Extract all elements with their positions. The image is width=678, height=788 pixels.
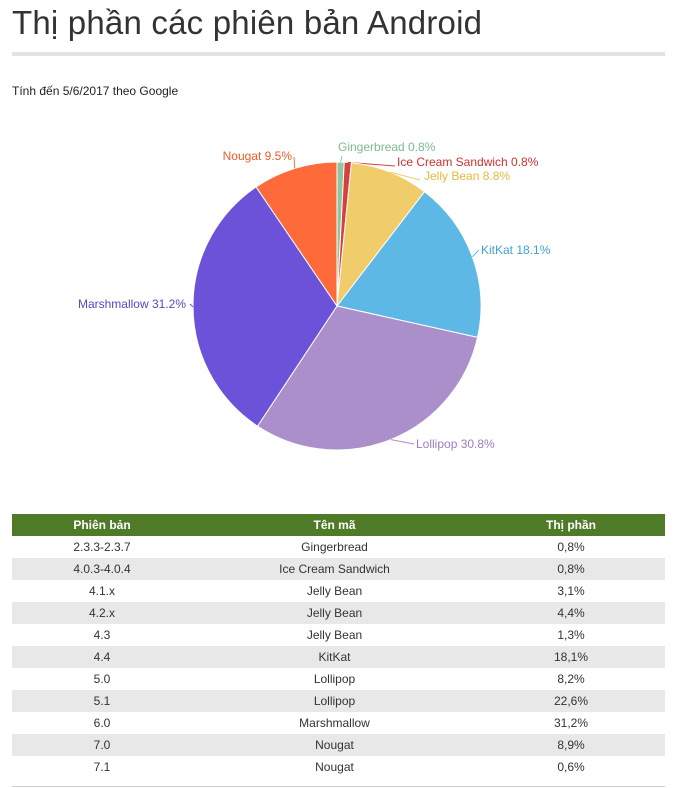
cell-version: 7.1 <box>12 756 192 778</box>
slice-label: Jelly Bean 8.8% <box>424 169 510 183</box>
title-divider <box>12 52 665 56</box>
slice-label: Marshmallow 31.2% <box>78 297 186 311</box>
leader-line <box>471 249 480 258</box>
cell-codename: Lollipop <box>192 690 477 712</box>
table-row: 4.3 Jelly Bean 1,3% <box>12 624 665 646</box>
pie-slice-nougat <box>255 161 338 308</box>
cell-codename: Gingerbread <box>192 536 477 558</box>
cell-share: 0,8% <box>477 536 665 558</box>
slice-label: Nougat 9.5% <box>223 149 293 163</box>
cell-version: 2.3.3-2.3.7 <box>12 536 192 558</box>
pie-slice-marshmallow <box>192 186 338 427</box>
cell-version: 4.3 <box>12 624 192 646</box>
table-row: 7.0 Nougat 8,9% <box>12 734 665 756</box>
header-share: Thị phần <box>477 514 665 536</box>
cell-share: 3,1% <box>477 580 665 602</box>
cell-share: 31,2% <box>477 712 665 734</box>
table-bottom-border <box>12 786 665 787</box>
table-header-row: Phiên bản Tên mã Thị phần <box>12 514 665 536</box>
cell-share: 8,2% <box>477 668 665 690</box>
cell-version: 5.0 <box>12 668 192 690</box>
cell-codename: Jelly Bean <box>192 624 477 646</box>
cell-codename: Nougat <box>192 734 477 756</box>
cell-codename: Jelly Bean <box>192 602 477 624</box>
leader-line <box>340 155 343 163</box>
table-row: 4.1.x Jelly Bean 3,1% <box>12 580 665 602</box>
cell-share: 0,6% <box>477 756 665 778</box>
pie-chart: Gingerbread 0.8%Ice Cream Sandwich 0.8%J… <box>78 140 551 451</box>
cell-version: 4.0.3-4.0.4 <box>12 558 192 580</box>
cell-version: 4.2.x <box>12 602 192 624</box>
cell-codename: Marshmallow <box>192 712 477 734</box>
cell-share: 18,1% <box>477 646 665 668</box>
table-row: 4.2.x Jelly Bean 4,4% <box>12 602 665 624</box>
cell-version: 4.1.x <box>12 580 192 602</box>
table-row: 7.1 Nougat 0,6% <box>12 756 665 778</box>
cell-version: 4.4 <box>12 646 192 668</box>
leader-line <box>293 156 296 169</box>
cell-codename: Ice Cream Sandwich <box>192 558 477 580</box>
cell-version: 7.0 <box>12 734 192 756</box>
table-row: 2.3.3-2.3.7 Gingerbread 0,8% <box>12 536 665 558</box>
version-table: Phiên bản Tên mã Thị phần 2.3.3-2.3.7 Gin… <box>12 514 665 778</box>
cell-share: 8,9% <box>477 734 665 756</box>
table-row: 4.4 KitKat 18,1% <box>12 646 665 668</box>
header-codename: Tên mã <box>192 514 477 536</box>
table-row: 6.0 Marshmallow 31,2% <box>12 712 665 734</box>
slice-label: Ice Cream Sandwich 0.8% <box>397 155 539 169</box>
cell-share: 22,6% <box>477 690 665 712</box>
table-row: 4.0.3-4.0.4 Ice Cream Sandwich 0,8% <box>12 558 665 580</box>
leader-line <box>189 303 194 308</box>
cell-codename: Nougat <box>192 756 477 778</box>
cell-share: 1,3% <box>477 624 665 646</box>
leader-line <box>389 171 421 181</box>
cell-share: 4,4% <box>477 602 665 624</box>
cell-codename: Jelly Bean <box>192 580 477 602</box>
table-row: 5.1 Lollipop 22,6% <box>12 690 665 712</box>
chart-subtitle: Tính đến 5/6/2017 theo Google <box>12 84 179 98</box>
cell-codename: Lollipop <box>192 668 477 690</box>
table-row: 5.0 Lollipop 8,2% <box>12 668 665 690</box>
pie-slice-lollipop <box>256 305 479 451</box>
slice-label: KitKat 18.1% <box>481 243 551 257</box>
leader-line <box>390 439 415 445</box>
slice-label: Lollipop 30.8% <box>416 437 495 451</box>
pie-slice-kitkat <box>336 190 482 339</box>
cell-version: 5.1 <box>12 690 192 712</box>
slice-label: Gingerbread 0.8% <box>338 140 436 154</box>
cell-codename: KitKat <box>192 646 477 668</box>
page-title: Thị phần các phiên bản Android <box>12 4 483 41</box>
header-version: Phiên bản <box>12 514 192 536</box>
cell-version: 6.0 <box>12 712 192 734</box>
cell-share: 0,8% <box>477 558 665 580</box>
